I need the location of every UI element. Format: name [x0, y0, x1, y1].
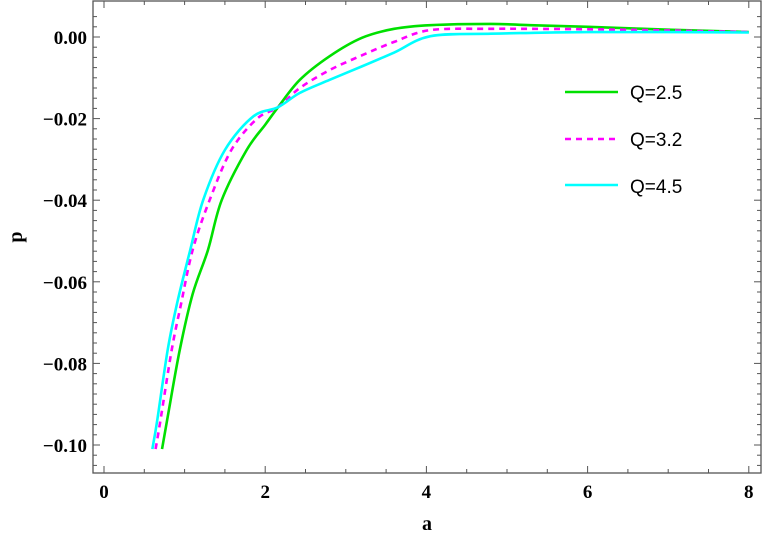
legend-item-q-2-5: Q=2.5: [565, 83, 682, 104]
x-tick-label: 2: [260, 482, 270, 503]
x-axis-label: a: [422, 513, 432, 535]
data-series: [151, 22, 749, 450]
x-tick-label: 4: [422, 482, 432, 503]
y-tick-label: −0.04: [43, 191, 88, 212]
legend: Q=2.5 Q=3.2 Q=4.5: [565, 83, 682, 198]
x-tick-label: 8: [744, 482, 754, 503]
y-tick-label: −0.08: [43, 354, 87, 375]
series-line-q-4-5: [151, 30, 749, 450]
y-tick-label: 0.00: [54, 28, 87, 49]
legend-item-q-4-5: Q=4.5: [565, 177, 682, 198]
legend-label: Q=2.5: [630, 83, 682, 104]
plot-frame: [92, 0, 762, 474]
y-tick-label: −0.10: [43, 436, 87, 457]
y-tick-label: −0.02: [43, 110, 87, 131]
x-tick-label: 6: [583, 482, 593, 503]
axis-ticks: 0 2 4 6 8 0.00 −0.02 −0.04 −0.06 −0.08 −0.10: [43, 1, 761, 503]
y-axis-label: p: [5, 231, 27, 242]
series-line-q-3-2: [154, 27, 749, 450]
legend-item-q-3-2: Q=3.2: [565, 130, 682, 151]
y-tick-label: −0.06: [43, 273, 87, 294]
legend-label: Q=3.2: [630, 130, 682, 151]
plot-area-border: [92, 0, 762, 474]
series-line-q-2-5: [160, 22, 749, 450]
x-tick-label: 0: [99, 482, 109, 503]
legend-label: Q=4.5: [630, 177, 682, 198]
